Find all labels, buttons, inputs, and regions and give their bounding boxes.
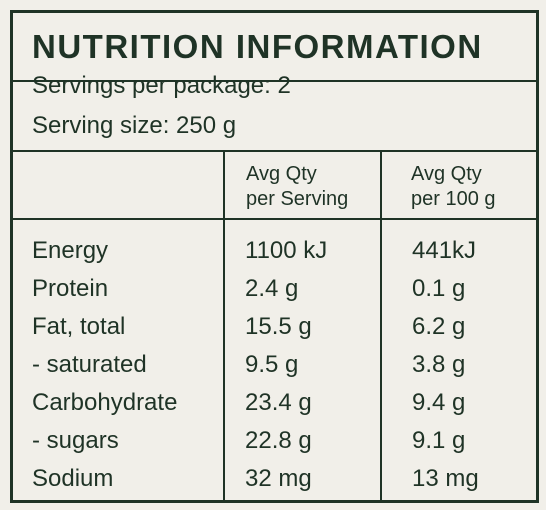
- nutrition-panel: NUTRITION INFORMATION Servings per packa…: [10, 10, 539, 503]
- table-row: Fat, total 15.5 g 6.2 g: [13, 308, 536, 346]
- table-row: Protein 2.4 g 0.1 g: [13, 270, 536, 308]
- nutrient-label: - sugars: [32, 427, 119, 454]
- per-serving-value: 23.4 g: [245, 389, 312, 416]
- serving-size: Serving size: 250 g: [32, 112, 237, 139]
- nutrient-label: Protein: [32, 275, 109, 302]
- column-divider: [223, 150, 225, 500]
- per-serving-value: 1100 kJ: [245, 237, 328, 264]
- nutrient-label: Carbohydrate: [32, 389, 178, 416]
- per-100g-value: 9.4 g: [412, 389, 466, 416]
- per-serving-value: 2.4 g: [245, 275, 299, 302]
- per-serving-value: 9.5 g: [245, 351, 299, 378]
- divider: [13, 80, 536, 82]
- table-row: - sugars 22.8 g 9.1 g: [13, 422, 536, 460]
- per-100g-value: 0.1 g: [412, 275, 466, 302]
- nutrient-label: - saturated: [32, 351, 147, 378]
- per-100g-value: 441kJ: [412, 237, 477, 264]
- servings-per-package: Servings per package: 2: [32, 72, 291, 99]
- per-100g-value: 13 mg: [412, 465, 479, 492]
- nutrient-label: Energy: [32, 237, 109, 264]
- per-serving-value: 22.8 g: [245, 427, 312, 454]
- column-divider: [380, 150, 382, 500]
- column-header-line: Avg Qty: [411, 163, 482, 185]
- divider: [13, 218, 536, 220]
- table-row: Sodium 32 mg 13 mg: [13, 460, 536, 498]
- nutrient-label: Sodium: [32, 465, 114, 492]
- table-row: - saturated 9.5 g 3.8 g: [13, 346, 536, 384]
- per-100g-value: 9.1 g: [412, 427, 466, 454]
- divider: [13, 150, 536, 152]
- column-header-line: Avg Qty: [246, 163, 317, 185]
- per-serving-value: 32 mg: [245, 465, 312, 492]
- column-header-per-100g: Avg Qty per 100 g: [411, 162, 496, 212]
- table-row: Carbohydrate 23.4 g 9.4 g: [13, 384, 536, 422]
- per-100g-value: 3.8 g: [412, 351, 466, 378]
- per-serving-value: 15.5 g: [245, 313, 312, 340]
- column-header-line: per Serving: [246, 188, 349, 210]
- nutrient-label: Fat, total: [32, 313, 126, 340]
- nutrient-rows: Energy 1100 kJ 441kJ Protein 2.4 g 0.1 g…: [13, 232, 536, 498]
- column-header-line: per 100 g: [411, 188, 496, 210]
- table-row: Energy 1100 kJ 441kJ: [13, 232, 536, 270]
- panel-title: NUTRITION INFORMATION: [32, 28, 483, 65]
- column-header-per-serving: Avg Qty per Serving: [246, 162, 348, 212]
- per-100g-value: 6.2 g: [412, 313, 466, 340]
